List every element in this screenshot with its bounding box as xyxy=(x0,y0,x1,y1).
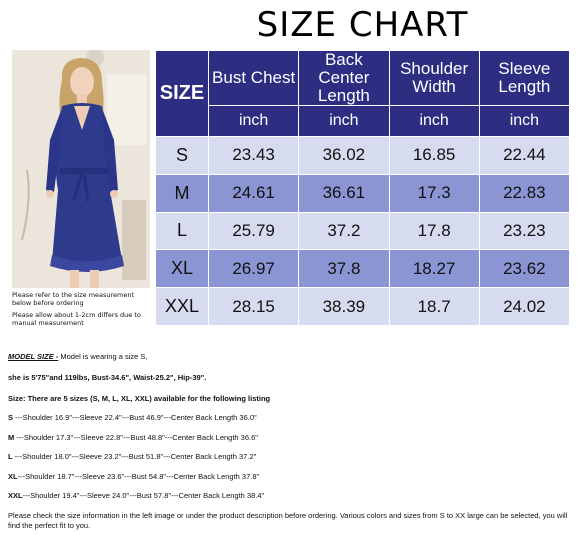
back-length-value: 36.02 xyxy=(299,137,389,174)
table-row: S 23.43 36.02 16.85 22.44 xyxy=(156,137,569,174)
sleeve-value: 22.83 xyxy=(479,174,569,212)
model-illustration xyxy=(12,50,150,288)
size-line-text: ---Shoulder 19.4"---Sleeve 24.0"---Bust … xyxy=(22,491,265,500)
shoulder-value: 16.85 xyxy=(389,137,479,174)
sizes-available-text: Size: There are 5 sizes (S, M, L, XL, XX… xyxy=(8,394,271,403)
size-label: XXL xyxy=(156,288,208,325)
bust-value: 25.79 xyxy=(209,212,299,250)
unit-bust: inch xyxy=(209,106,299,136)
size-line-text: ---Shoulder 16.9"---Sleeve 22.4"---Bust … xyxy=(13,413,257,422)
model-size-label: MODEL SIZE - xyxy=(8,352,59,361)
size-line-label: XL xyxy=(8,472,18,481)
column-header-shoulder: Shoulder Width xyxy=(389,51,479,105)
size-label: XL xyxy=(156,250,208,288)
back-length-value: 37.2 xyxy=(299,212,389,250)
back-length-value: 37.8 xyxy=(299,250,389,288)
unit-back-length: inch xyxy=(299,106,389,136)
size-line: S ---Shoulder 16.9"---Sleeve 22.4"---Bus… xyxy=(8,413,574,423)
model-size-line: MODEL SIZE - Model is wearing a size S, xyxy=(8,352,574,362)
size-header: SIZE xyxy=(156,51,208,136)
back-length-value: 38.39 xyxy=(299,288,389,325)
size-line: L ---Shoulder 18.0"---Sleeve 23.2"---Bus… xyxy=(8,452,574,462)
size-line-label: XXL xyxy=(8,491,23,500)
size-line-label: S xyxy=(8,413,14,422)
footer-note: Please check the size information in the… xyxy=(8,511,568,530)
sleeve-value: 23.62 xyxy=(479,250,569,288)
model-stats-text: she is 5'75"and 119lbs, Bust-34.6", Wais… xyxy=(8,373,207,382)
model-stats: she is 5'75"and 119lbs, Bust-34.6", Wais… xyxy=(8,373,574,383)
size-line-text: ---Shoulder 18.0"---Sleeve 23.2"---Bust … xyxy=(12,452,257,461)
size-line-label: L xyxy=(8,452,13,461)
size-label: L xyxy=(156,212,208,250)
size-line: XL---Shoulder 18.7"---Sleeve 23.6"---Bus… xyxy=(8,472,574,482)
sleeve-value: 24.02 xyxy=(479,288,569,325)
table-row: XL 26.97 37.8 18.27 23.62 xyxy=(156,250,569,288)
column-header-back-length: Back Center Length xyxy=(299,51,389,105)
sizes-available: Size: There are 5 sizes (S, M, L, XL, XX… xyxy=(8,394,574,404)
size-line-label: M xyxy=(8,433,15,442)
model-size-text: Model is wearing a size S, xyxy=(58,352,148,361)
unit-sleeve: inch xyxy=(479,106,569,136)
shoulder-value: 18.7 xyxy=(389,288,479,325)
size-label: S xyxy=(156,137,208,174)
column-header-sleeve: Sleeve Length xyxy=(479,51,569,105)
photo-note-measurement: Please refer to the size measurement bel… xyxy=(12,291,135,307)
table-row: L 25.79 37.2 17.8 23.23 xyxy=(156,212,569,250)
back-length-value: 36.61 xyxy=(299,174,389,212)
shoulder-value: 17.3 xyxy=(389,174,479,212)
size-label: M xyxy=(156,174,208,212)
shoulder-value: 18.27 xyxy=(389,250,479,288)
column-header-bust: Bust Chest xyxy=(209,51,299,105)
bust-value: 24.61 xyxy=(209,174,299,212)
sleeve-value: 22.44 xyxy=(479,137,569,174)
size-line: XXL---Shoulder 19.4"---Sleeve 24.0"---Bu… xyxy=(8,491,574,501)
table-row: XXL 28.15 38.39 18.7 24.02 xyxy=(156,288,569,325)
bust-value: 23.43 xyxy=(209,137,299,174)
table-row: M 24.61 36.61 17.3 22.83 xyxy=(156,174,569,212)
shoulder-value: 17.8 xyxy=(389,212,479,250)
sleeve-value: 23.23 xyxy=(479,212,569,250)
bust-value: 26.97 xyxy=(209,250,299,288)
unit-shoulder: inch xyxy=(389,106,479,136)
size-line-text: ---Shoulder 18.7"---Sleeve 23.6"---Bust … xyxy=(17,472,260,481)
photo-note-tolerance: Please allow about 1-2cm differs due to … xyxy=(12,311,141,327)
bust-value: 28.15 xyxy=(209,288,299,325)
model-photo xyxy=(12,50,150,288)
page-title: SIZE CHART xyxy=(256,5,469,45)
size-chart-table: SIZE Bust Chest Back Center Length Shoul… xyxy=(155,50,570,326)
size-line: M ---Shoulder 17.3"---Sleeve 22.8"---Bus… xyxy=(8,433,574,443)
size-line-text: ---Shoulder 17.3"---Sleeve 22.8"---Bust … xyxy=(14,433,258,442)
